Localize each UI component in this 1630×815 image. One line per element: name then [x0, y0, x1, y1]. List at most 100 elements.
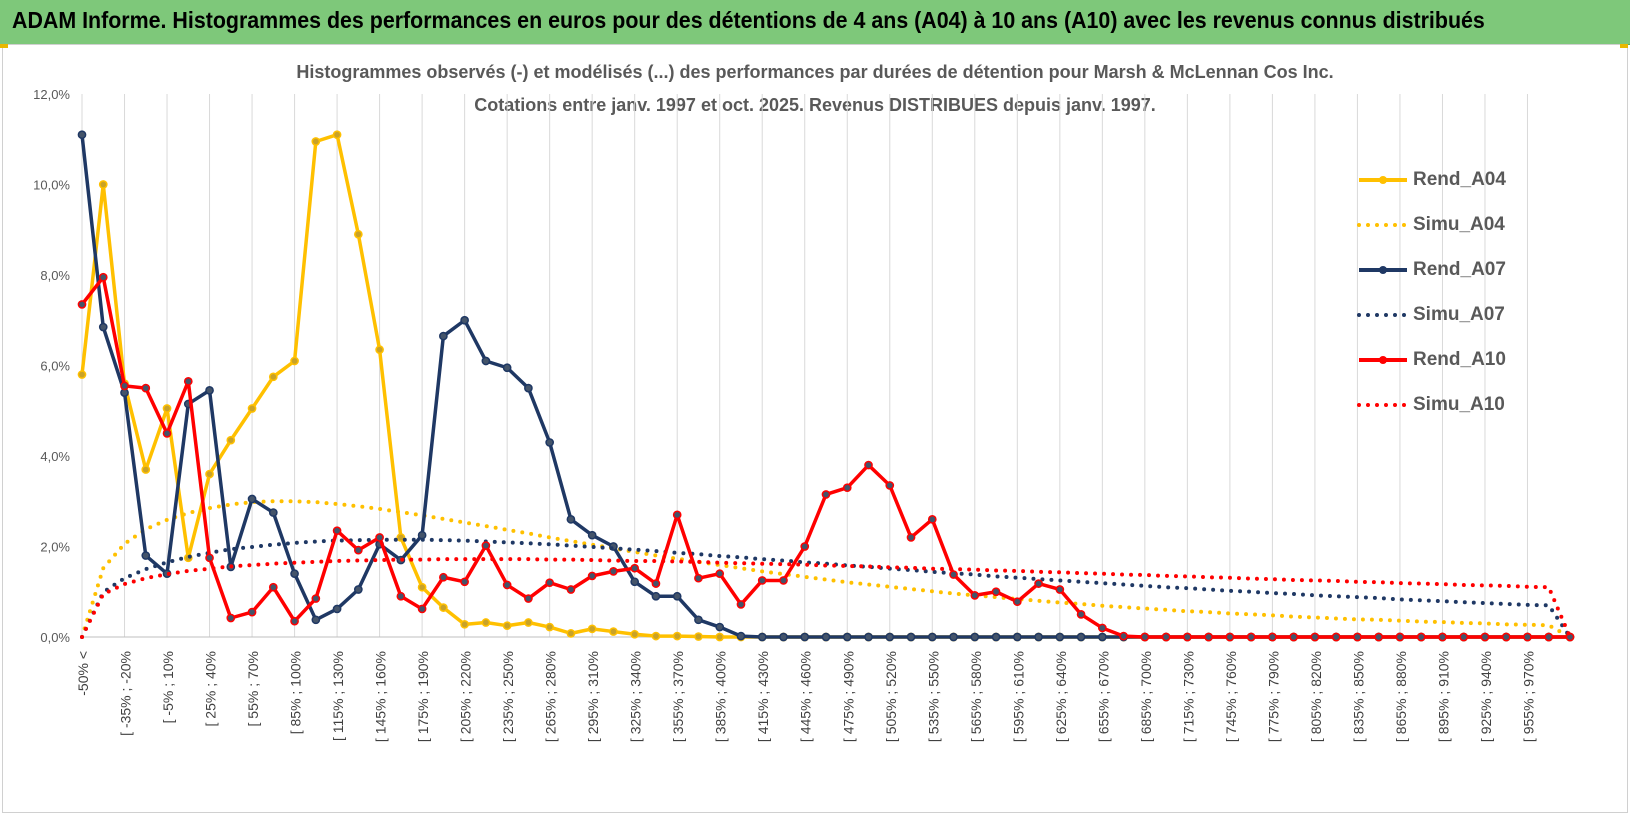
data-point-rend-a04	[226, 435, 236, 445]
data-point-rend-a04	[439, 603, 448, 612]
legend-item-rend-a04: Rend_A04	[1355, 165, 1555, 210]
legend-item-simu-a10: Simu_A10	[1355, 390, 1555, 435]
data-point-rend-a04	[205, 469, 214, 479]
data-point-rend-a10	[1353, 632, 1362, 642]
data-point-rend-a10	[842, 483, 852, 493]
data-point-rend-a10	[1183, 632, 1192, 642]
data-point-rend-a10	[311, 594, 321, 603]
data-point-rend-a07	[1012, 632, 1022, 642]
data-point-rend-a10	[1140, 632, 1150, 642]
y-tick-label: 6,0%	[40, 359, 70, 374]
data-point-rend-a07	[885, 632, 895, 642]
data-point-rend-a10	[141, 383, 151, 393]
data-point-rend-a10	[1055, 585, 1065, 594]
x-tick-label: [ 625% ; 640%	[1053, 651, 1069, 742]
data-point-rend-a10	[949, 570, 958, 579]
legend-label: Rend_A10	[1413, 349, 1506, 370]
data-point-rend-a10	[800, 542, 810, 551]
data-point-rend-a04	[98, 180, 108, 189]
data-point-rend-a10	[1012, 597, 1022, 607]
data-point-rend-a10	[694, 573, 703, 583]
x-tick-label: [ 955% ; 970%	[1520, 651, 1536, 742]
legend-swatch	[1357, 223, 1409, 227]
data-point-rend-a04	[396, 533, 406, 542]
series-line-rend-a07	[80, 134, 1570, 639]
data-point-rend-a04	[290, 356, 299, 366]
legend-swatch	[1359, 356, 1407, 364]
x-tick-label: [ 85% ; 100%	[288, 651, 304, 734]
data-point-rend-a10	[439, 572, 448, 582]
x-tick-label: [ 175% ; 190%	[415, 651, 431, 742]
data-point-rend-a10	[290, 616, 299, 626]
data-point-rend-a07	[927, 632, 937, 642]
data-point-rend-a10	[1161, 632, 1171, 642]
data-point-rend-a10	[864, 460, 873, 470]
x-tick-label: [ 55% ; 70%	[245, 651, 261, 727]
data-point-rend-a10	[375, 533, 384, 542]
data-point-rend-a07	[524, 383, 533, 393]
x-tick-label: [ 355% ; 370%	[670, 651, 686, 742]
data-point-rend-a07	[98, 322, 108, 332]
report-header: ADAM Informe. Histogrammes des performan…	[0, 0, 1630, 45]
data-point-rend-a07	[800, 632, 810, 642]
legend-label: Rend_A07	[1413, 259, 1506, 280]
data-point-rend-a10	[991, 587, 1001, 597]
legend-label: Simu_A10	[1413, 394, 1505, 415]
data-point-rend-a10	[715, 569, 725, 579]
data-point-rend-a07	[991, 632, 1001, 642]
data-point-rend-a04	[672, 631, 682, 641]
data-point-rend-a10	[268, 582, 278, 592]
data-point-rend-a04	[311, 137, 321, 146]
data-point-rend-a07	[1097, 632, 1107, 642]
data-point-rend-a07	[779, 632, 788, 642]
data-point-rend-a10	[1438, 632, 1447, 642]
x-tick-label: [ 535% ; 550%	[925, 651, 941, 742]
chart-legend: Rend_A04 Simu_A04 Rend_A07 Simu_A07 Rend_A10…	[1355, 165, 1555, 435]
data-point-rend-a07	[417, 530, 427, 540]
data-point-rend-a07	[651, 591, 661, 601]
data-point-rend-a10	[247, 607, 257, 617]
x-tick-label: [ 895% ; 910%	[1435, 651, 1451, 742]
data-point-rend-a04	[162, 404, 172, 413]
y-tick-label: 12,0%	[33, 87, 70, 102]
x-tick-label: [ 505% ; 520%	[883, 651, 899, 742]
data-point-rend-a10	[396, 591, 406, 601]
data-point-rend-a10	[757, 576, 767, 585]
legend-item-simu-a07: Simu_A07	[1355, 300, 1555, 345]
report-title: ADAM Informe. Histogrammes des performan…	[12, 7, 1485, 33]
data-point-rend-a10	[970, 591, 980, 600]
data-point-rend-a10	[98, 272, 108, 282]
x-tick-label: [ 655% ; 670%	[1095, 651, 1111, 742]
x-tick-label: [ 925% ; 940%	[1478, 651, 1494, 742]
data-point-rend-a04	[502, 621, 512, 631]
x-tick-label: [ 445% ; 460%	[798, 651, 814, 742]
data-point-rend-a04	[651, 631, 661, 641]
y-tick-label: 10,0%	[33, 178, 70, 193]
x-tick-label: [ 415% ; 430%	[755, 651, 771, 742]
data-point-rend-a04	[609, 627, 618, 636]
data-point-rend-a10	[183, 376, 193, 386]
data-point-rend-a10	[481, 541, 491, 550]
x-tick-label: [ 595% ; 610%	[1010, 651, 1026, 742]
data-point-rend-a07	[970, 632, 980, 642]
x-tick-label: [ 265% ; 280%	[543, 651, 559, 742]
data-point-rend-a07	[757, 632, 767, 642]
x-tick-label: [ 745% ; 760%	[1223, 651, 1239, 742]
data-point-rend-a07	[460, 315, 469, 325]
data-point-rend-a07	[247, 494, 257, 504]
data-point-rend-a07	[694, 615, 703, 625]
legend-swatch	[1359, 176, 1407, 184]
series-line-simu-a07	[80, 537, 1572, 639]
data-point-rend-a04	[77, 370, 87, 379]
data-point-rend-a07	[481, 356, 491, 366]
data-point-rend-a10	[779, 576, 788, 585]
y-tick-label: 4,0%	[40, 449, 70, 464]
x-tick-label: [ 865% ; 880%	[1393, 651, 1409, 742]
data-point-rend-a10	[1395, 632, 1405, 642]
data-point-rend-a04	[481, 618, 491, 627]
data-point-rend-a10	[885, 481, 895, 490]
data-point-rend-a07	[141, 551, 151, 560]
data-point-rend-a10	[1416, 632, 1426, 642]
data-point-rend-a07	[736, 631, 746, 641]
data-point-rend-a10	[205, 553, 214, 563]
